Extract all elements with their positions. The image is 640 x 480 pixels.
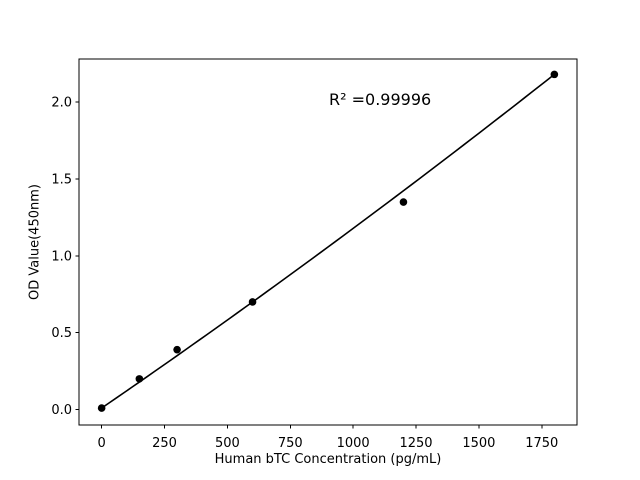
x-axis-label: Human bTC Concentration (pg/mL) [214, 452, 442, 467]
x-tick-label: 750 [278, 436, 303, 451]
x-tick-label: 500 [215, 436, 240, 451]
y-axis-label: OD Value(450nm) [27, 184, 43, 300]
x-tick-label: 1250 [399, 436, 432, 451]
y-tick-label: 1.5 [51, 172, 72, 187]
x-tick-label: 250 [152, 436, 177, 451]
x-tick-label: 1000 [337, 436, 370, 451]
trend-line [100, 73, 556, 409]
x-tick-label: 1750 [525, 436, 558, 451]
data-point [173, 345, 181, 354]
data-point [135, 375, 144, 383]
data-point [399, 198, 408, 206]
plot-spines [78, 58, 578, 426]
r-squared-annotation: R² =0.99996 [329, 90, 432, 109]
y-tick-label: 2.0 [51, 96, 72, 111]
data-point [248, 298, 257, 306]
x-tick-label: 0 [97, 436, 105, 451]
x-tick-label: 1500 [462, 436, 495, 451]
data-point [97, 404, 106, 412]
y-tick-label: 0.0 [51, 403, 72, 418]
y-tick-label: 0.5 [51, 326, 72, 341]
data-point [550, 70, 559, 79]
y-tick-label: 1.0 [51, 249, 72, 264]
